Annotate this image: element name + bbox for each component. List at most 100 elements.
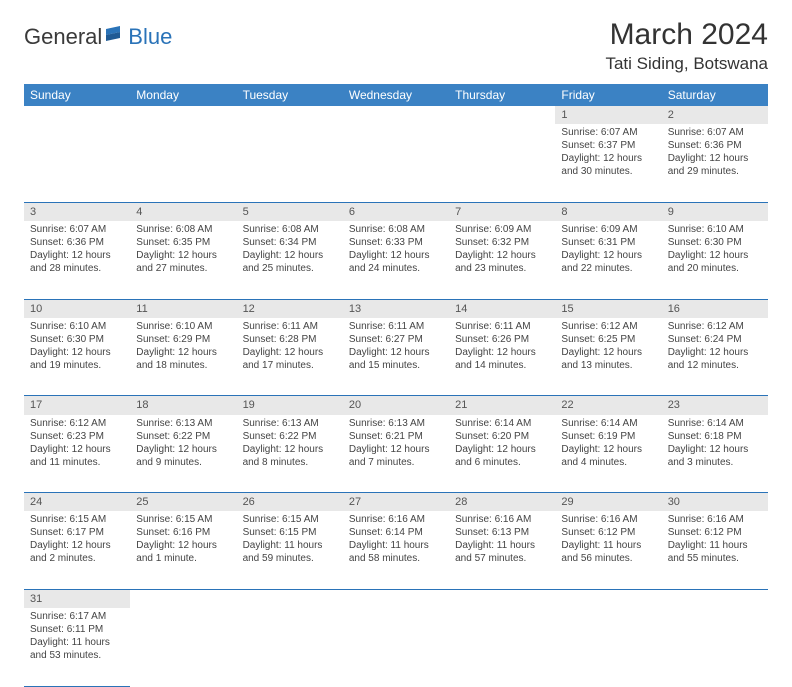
day-cell: Sunrise: 6:17 AMSunset: 6:11 PMDaylight:… — [24, 608, 130, 686]
day-number — [24, 106, 130, 124]
day1-text: Daylight: 12 hours — [349, 443, 443, 456]
day1-text: Daylight: 12 hours — [561, 443, 655, 456]
day1-text: Daylight: 12 hours — [136, 539, 230, 552]
day-cell — [237, 608, 343, 686]
day-number: 12 — [237, 299, 343, 318]
day-cell: Sunrise: 6:11 AMSunset: 6:28 PMDaylight:… — [237, 318, 343, 396]
sunrise-text: Sunrise: 6:15 AM — [30, 513, 124, 526]
sunset-text: Sunset: 6:21 PM — [349, 430, 443, 443]
day-cell: Sunrise: 6:12 AMSunset: 6:24 PMDaylight:… — [662, 318, 768, 396]
sunrise-text: Sunrise: 6:13 AM — [349, 417, 443, 430]
day1-text: Daylight: 12 hours — [243, 249, 337, 262]
day2-text: and 9 minutes. — [136, 456, 230, 469]
day-cell — [662, 608, 768, 686]
day-header: Sunday — [24, 84, 130, 106]
sunset-text: Sunset: 6:37 PM — [561, 139, 655, 152]
day-cell — [449, 608, 555, 686]
day-number — [662, 589, 768, 608]
sunrise-text: Sunrise: 6:11 AM — [243, 320, 337, 333]
day-cell: Sunrise: 6:07 AMSunset: 6:37 PMDaylight:… — [555, 124, 661, 202]
day-cell: Sunrise: 6:16 AMSunset: 6:12 PMDaylight:… — [662, 511, 768, 589]
day-cell: Sunrise: 6:08 AMSunset: 6:33 PMDaylight:… — [343, 221, 449, 299]
day-number: 20 — [343, 396, 449, 415]
day1-text: Daylight: 12 hours — [243, 443, 337, 456]
sunrise-text: Sunrise: 6:10 AM — [30, 320, 124, 333]
sunrise-text: Sunrise: 6:09 AM — [561, 223, 655, 236]
sunset-text: Sunset: 6:22 PM — [136, 430, 230, 443]
day2-text: and 17 minutes. — [243, 359, 337, 372]
day-number: 4 — [130, 202, 236, 221]
day-cell — [449, 124, 555, 202]
day1-text: Daylight: 12 hours — [30, 249, 124, 262]
location-label: Tati Siding, Botswana — [605, 54, 768, 74]
day-number: 24 — [24, 493, 130, 512]
day-number: 25 — [130, 493, 236, 512]
day2-text: and 24 minutes. — [349, 262, 443, 275]
calendar-table: Sunday Monday Tuesday Wednesday Thursday… — [24, 84, 768, 687]
sunset-text: Sunset: 6:15 PM — [243, 526, 337, 539]
sunset-text: Sunset: 6:12 PM — [668, 526, 762, 539]
day-number: 21 — [449, 396, 555, 415]
day1-text: Daylight: 12 hours — [668, 443, 762, 456]
day-number — [237, 589, 343, 608]
day1-text: Daylight: 12 hours — [455, 443, 549, 456]
sunset-text: Sunset: 6:27 PM — [349, 333, 443, 346]
sunset-text: Sunset: 6:18 PM — [668, 430, 762, 443]
day-cell: Sunrise: 6:13 AMSunset: 6:22 PMDaylight:… — [237, 415, 343, 493]
sunrise-text: Sunrise: 6:13 AM — [136, 417, 230, 430]
sunrise-text: Sunrise: 6:11 AM — [455, 320, 549, 333]
day-cell — [555, 608, 661, 686]
daynum-row: 17181920212223 — [24, 396, 768, 415]
day-number: 10 — [24, 299, 130, 318]
day-cell: Sunrise: 6:07 AMSunset: 6:36 PMDaylight:… — [24, 221, 130, 299]
day1-text: Daylight: 12 hours — [30, 346, 124, 359]
day-cell: Sunrise: 6:16 AMSunset: 6:14 PMDaylight:… — [343, 511, 449, 589]
day-cell: Sunrise: 6:14 AMSunset: 6:18 PMDaylight:… — [662, 415, 768, 493]
day-number: 16 — [662, 299, 768, 318]
brand-part2: Blue — [128, 24, 172, 50]
month-title: March 2024 — [605, 18, 768, 52]
day1-text: Daylight: 11 hours — [455, 539, 549, 552]
day1-text: Daylight: 11 hours — [243, 539, 337, 552]
sunset-text: Sunset: 6:22 PM — [243, 430, 337, 443]
sunset-text: Sunset: 6:13 PM — [455, 526, 549, 539]
sunrise-text: Sunrise: 6:10 AM — [136, 320, 230, 333]
sunrise-text: Sunrise: 6:12 AM — [668, 320, 762, 333]
day-number: 6 — [343, 202, 449, 221]
day2-text: and 8 minutes. — [243, 456, 337, 469]
day-header: Saturday — [662, 84, 768, 106]
day-number: 14 — [449, 299, 555, 318]
day2-text: and 59 minutes. — [243, 552, 337, 565]
day1-text: Daylight: 12 hours — [668, 346, 762, 359]
sunrise-text: Sunrise: 6:14 AM — [561, 417, 655, 430]
day-header: Thursday — [449, 84, 555, 106]
day1-text: Daylight: 12 hours — [136, 443, 230, 456]
day-cell: Sunrise: 6:15 AMSunset: 6:15 PMDaylight:… — [237, 511, 343, 589]
day-cell — [24, 124, 130, 202]
day-number: 19 — [237, 396, 343, 415]
day2-text: and 3 minutes. — [668, 456, 762, 469]
day-cell: Sunrise: 6:07 AMSunset: 6:36 PMDaylight:… — [662, 124, 768, 202]
day1-text: Daylight: 12 hours — [349, 249, 443, 262]
day-number — [130, 106, 236, 124]
header: General Blue March 2024 Tati Siding, Bot… — [24, 18, 768, 74]
daynum-row: 12 — [24, 106, 768, 124]
sunset-text: Sunset: 6:14 PM — [349, 526, 443, 539]
day-number: 13 — [343, 299, 449, 318]
day-number: 31 — [24, 589, 130, 608]
day2-text: and 56 minutes. — [561, 552, 655, 565]
day-number: 1 — [555, 106, 661, 124]
day1-text: Daylight: 12 hours — [136, 346, 230, 359]
sunrise-text: Sunrise: 6:12 AM — [30, 417, 124, 430]
day-number: 17 — [24, 396, 130, 415]
day-cell: Sunrise: 6:13 AMSunset: 6:22 PMDaylight:… — [130, 415, 236, 493]
day2-text: and 1 minute. — [136, 552, 230, 565]
day-cell: Sunrise: 6:12 AMSunset: 6:23 PMDaylight:… — [24, 415, 130, 493]
day1-text: Daylight: 12 hours — [561, 249, 655, 262]
day-cell: Sunrise: 6:15 AMSunset: 6:17 PMDaylight:… — [24, 511, 130, 589]
sunrise-text: Sunrise: 6:08 AM — [349, 223, 443, 236]
day-cell — [343, 124, 449, 202]
day-number: 3 — [24, 202, 130, 221]
day-number: 9 — [662, 202, 768, 221]
day2-text: and 18 minutes. — [136, 359, 230, 372]
